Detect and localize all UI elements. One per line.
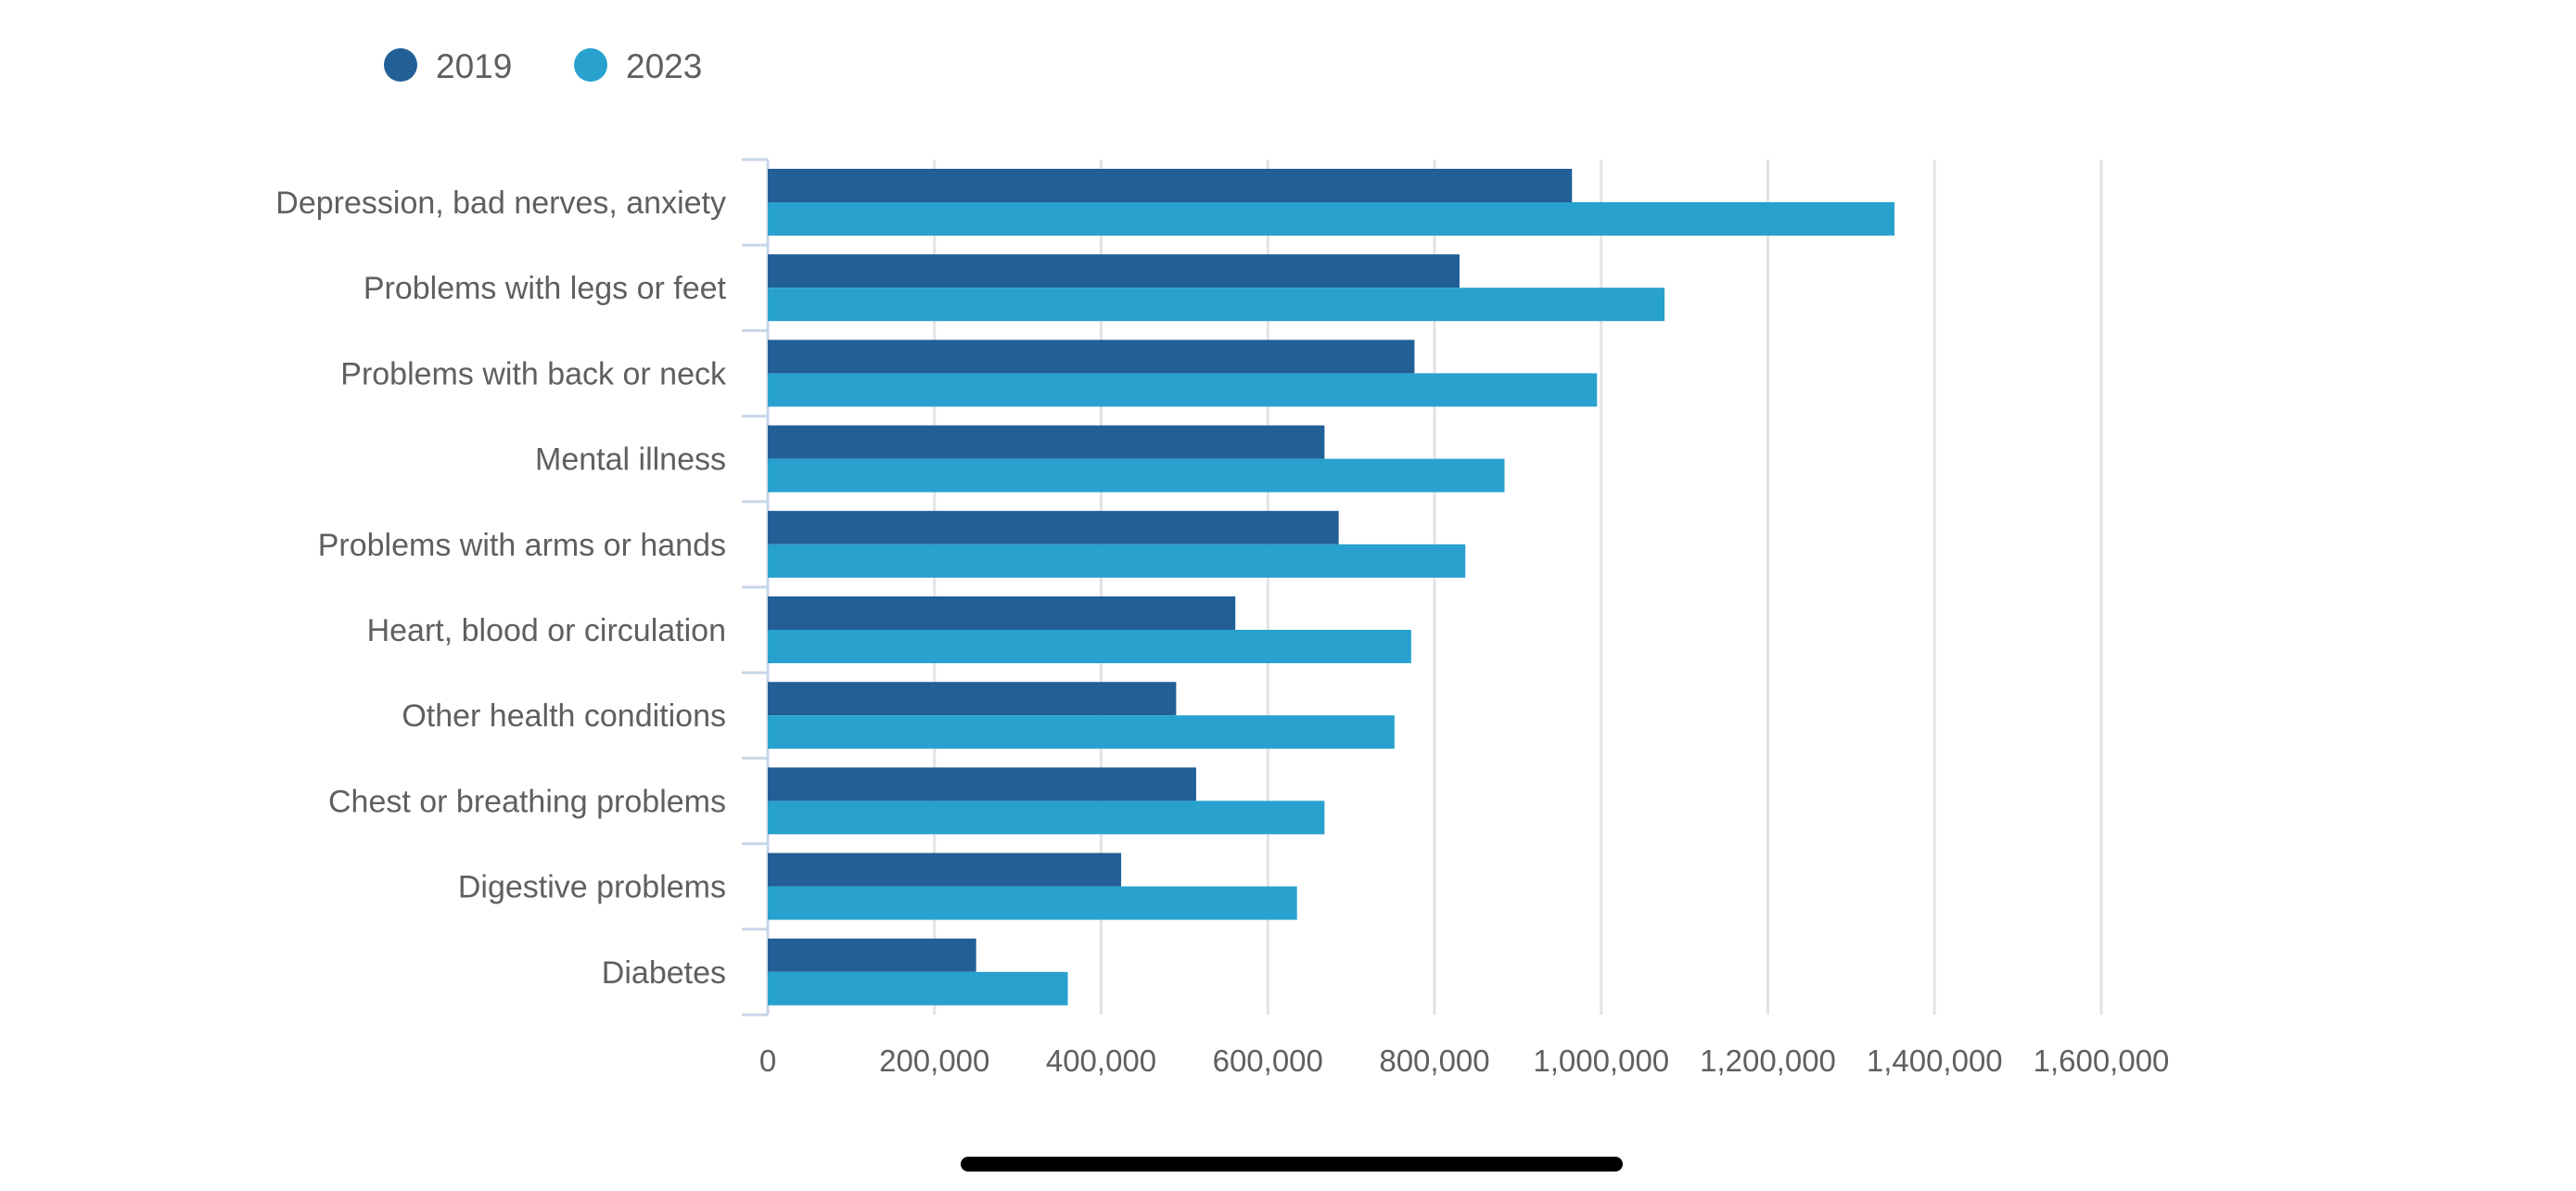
bar-2019-7	[768, 767, 1196, 801]
bars	[768, 169, 1895, 1005]
x-tick-label: 400,000	[1046, 1044, 1156, 1078]
x-tick-label: 600,000	[1213, 1044, 1323, 1078]
legend-label-2023: 2023	[626, 47, 702, 85]
home-indicator	[961, 1157, 1623, 1172]
category-label: Mental illness	[535, 442, 726, 478]
category-label: Diabetes	[602, 955, 726, 991]
legend-marker-2019	[384, 48, 417, 82]
category-label: Depression, bad nerves, anxiety	[275, 186, 726, 221]
bar-2019-5	[768, 596, 1236, 630]
bar-2019-9	[768, 938, 976, 972]
x-tick-label: 1,600,000	[2034, 1044, 2170, 1078]
category-label: Other health conditions	[402, 698, 726, 734]
category-label: Digestive problems	[458, 870, 726, 905]
bar-2023-4	[768, 544, 1466, 578]
category-label: Chest or breathing problems	[328, 784, 726, 819]
legend: 2019 2023	[384, 47, 702, 85]
category-label: Heart, blood or circulation	[367, 613, 726, 648]
bar-2019-0	[768, 169, 1573, 202]
category-axis	[742, 158, 770, 1017]
x-tick-label: 800,000	[1379, 1044, 1489, 1078]
bar-2019-2	[768, 339, 1415, 374]
bar-2019-4	[768, 510, 1339, 544]
legend-marker-2023	[574, 48, 607, 82]
x-tick-label: 1,000,000	[1533, 1044, 1669, 1078]
bar-2019-3	[768, 425, 1325, 459]
bar-2023-0	[768, 202, 1895, 236]
bar-2023-7	[768, 800, 1325, 835]
bar-2023-8	[768, 886, 1297, 920]
x-tick-label: 1,400,000	[1867, 1044, 2003, 1078]
bar-2019-6	[768, 682, 1177, 716]
bar-2023-2	[768, 373, 1598, 407]
bar-2023-3	[768, 458, 1505, 493]
legend-label-2019: 2019	[436, 47, 512, 85]
bar-2023-5	[768, 630, 1411, 663]
x-tick-labels: 0 200,000 400,000 600,000 800,000 1,000,000 1,…	[759, 1044, 2170, 1078]
bar-2023-1	[768, 288, 1665, 322]
category-label: Problems with back or neck	[340, 356, 727, 391]
bar-2023-6	[768, 715, 1395, 749]
bar-2019-1	[768, 254, 1460, 288]
bar-2019-8	[768, 852, 1122, 887]
category-label: Problems with arms or hands	[318, 528, 726, 563]
category-labels: Depression, bad nerves, anxiety Problems …	[275, 186, 727, 991]
category-label: Problems with legs or feet	[363, 271, 727, 306]
bar-2023-9	[768, 971, 1068, 1005]
x-tick-label: 1,200,000	[1700, 1044, 1836, 1078]
x-tick-label: 200,000	[879, 1044, 989, 1078]
x-tick-label: 0	[759, 1044, 776, 1078]
